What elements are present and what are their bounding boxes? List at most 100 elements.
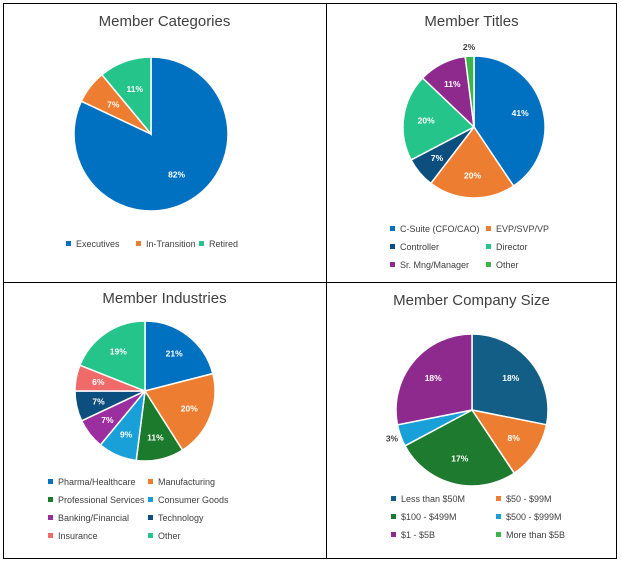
legend-item: More than $5B	[496, 530, 565, 540]
pie-svg: 41% 20% 7% 20% 11% 2%	[402, 42, 546, 199]
legend-item: Less than $50M	[391, 494, 465, 504]
member-titles-chart: Member Titles 41% 20% 7% 20% 11% 2% C-Suite (…	[326, 4, 617, 281]
legend-swatch	[48, 479, 53, 485]
legend-label: Less than $50M	[401, 494, 466, 504]
legend-label: Controller	[400, 242, 440, 252]
pie-slice	[78, 320, 146, 393]
legend-swatch	[48, 515, 53, 521]
legend-item: EVP/SVP/VP	[486, 224, 549, 234]
legend-swatch	[148, 533, 153, 539]
legend-swatch	[391, 532, 396, 538]
legend-swatch	[496, 532, 501, 538]
legend-item: Pharma/Healthcare	[48, 477, 136, 487]
legend-label: More than $5B	[506, 530, 566, 540]
legend-label: Other	[496, 260, 519, 270]
legend-item: Other	[148, 531, 181, 541]
legend-label: EVP/SVP/VP	[496, 224, 550, 234]
slice-data-label: 41%	[512, 108, 529, 118]
slice-data-label: 8%	[508, 433, 521, 443]
legend-item: Controller	[390, 242, 439, 252]
slice-data-label: 3%	[386, 434, 399, 444]
pie-slice	[473, 55, 546, 187]
chart-grid	[3, 3, 617, 559]
legend-label: Pharma/Healthcare	[58, 477, 136, 487]
legend-label: Banking/Financial	[58, 513, 130, 523]
legend-item: Consumer Goods	[148, 495, 229, 505]
legend-item: Sr. Mng/Manager	[390, 260, 469, 270]
slice-data-label: 18%	[502, 373, 519, 383]
legend-swatch	[486, 226, 491, 232]
slice-data-label: 11%	[444, 79, 461, 89]
legend-label: Sr. Mng/Manager	[400, 260, 470, 270]
slice-data-label: 11%	[147, 432, 164, 442]
legend-swatch	[390, 226, 395, 232]
legend-swatch	[496, 514, 501, 520]
legend-label: Manufacturing	[158, 477, 216, 487]
pie-slice	[471, 333, 549, 426]
member-industries-chart: Member Industries 21% 20% 11% 9% 7% 7% 6% 19% P…	[4, 282, 325, 559]
legend-item: $50 - $99M	[496, 494, 552, 504]
pie-slice	[403, 409, 516, 487]
slice-data-label: 20%	[418, 115, 435, 125]
legend-swatch	[148, 515, 153, 521]
legend-label: Executives	[76, 239, 120, 249]
legend-label: $100 - $499M	[401, 512, 457, 522]
pie-slice	[100, 56, 152, 137]
slice-data-label: 19%	[110, 347, 127, 357]
legend-label: $500 - $999M	[506, 512, 562, 522]
legend-label: Technology	[158, 513, 204, 523]
pie-svg: 18% 8% 17% 3% 18%	[386, 333, 549, 487]
legend-label: Retired	[209, 239, 239, 249]
legend-label: $1 - $5B	[401, 530, 436, 540]
slice-data-label: 7%	[431, 153, 444, 163]
chart-title: Member Company Size	[393, 292, 550, 309]
slice-data-label: 82%	[168, 169, 185, 179]
slice-data-label: 2%	[463, 42, 476, 52]
legend-label: Professional Services	[58, 495, 145, 505]
legend-label: Insurance	[58, 531, 98, 541]
legend-swatch	[148, 497, 153, 503]
legend-item: Banking/Financial	[48, 513, 129, 523]
pie-svg: 21% 20% 11% 9% 7% 7% 6% 19%	[74, 320, 216, 462]
slice-data-label: 7%	[101, 415, 114, 425]
pie-svg: 82% 7% 11%	[73, 56, 229, 212]
legend-label: C-Suite (CFO/CAO)	[400, 224, 480, 234]
slice-data-label: 18%	[425, 373, 442, 383]
legend-swatch	[390, 262, 395, 268]
legend-item: C-Suite (CFO/CAO)	[390, 224, 480, 234]
pie-slice	[464, 55, 475, 128]
legend-item: Retired	[199, 239, 238, 249]
legend-swatch	[391, 514, 396, 520]
legend-swatch	[391, 496, 396, 502]
legend-swatch	[66, 241, 71, 247]
legend-item: $100 - $499M	[391, 512, 457, 522]
legend-item: Other	[486, 260, 519, 270]
legend-label: Other	[158, 531, 181, 541]
pie-slice	[395, 333, 473, 426]
legend-swatch	[486, 262, 491, 268]
pie-slice	[144, 320, 214, 392]
chart-title: Member Industries	[102, 290, 227, 307]
pie-slice	[470, 408, 548, 475]
pie-slice	[402, 76, 476, 161]
legend-swatch	[148, 479, 153, 485]
legend-swatch	[199, 241, 204, 247]
member-company-size-chart: Member Company Size 18% 8% 17% 3% 18% Less t…	[326, 282, 617, 559]
member-categories-chart: Member Categories 82% 7% 11% Executives In-…	[4, 4, 325, 281]
legend-item: Manufacturing	[148, 477, 215, 487]
pie-slice	[429, 125, 515, 199]
legend-item: Technology	[148, 513, 204, 523]
legend-swatch	[390, 244, 395, 250]
horizontal-divider	[4, 282, 616, 283]
slice-data-label: 11%	[127, 84, 144, 94]
slice-data-label: 20%	[464, 170, 481, 180]
legend-item: $1 - $5B	[391, 530, 435, 540]
legend-swatch	[48, 533, 53, 539]
chart-title: Member Categories	[98, 13, 231, 30]
legend-label: Director	[496, 242, 528, 252]
pie-slice	[143, 372, 216, 452]
legend-swatch	[48, 497, 53, 503]
chart-title: Member Titles	[424, 13, 519, 30]
legend-swatch	[486, 244, 491, 250]
legend-item: In-Transition	[136, 239, 196, 249]
